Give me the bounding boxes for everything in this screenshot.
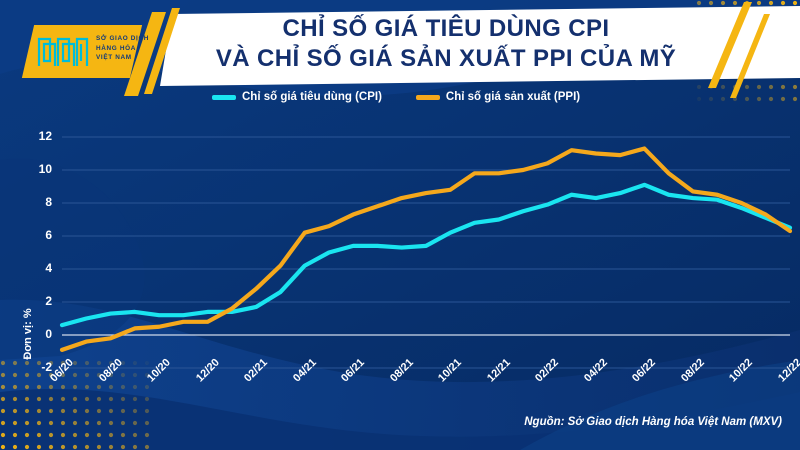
legend-swatch-ppi [415, 94, 440, 100]
y-tick-label: 0 [45, 327, 52, 341]
y-tick-label: -2 [41, 360, 52, 374]
y-tick-label: 2 [45, 294, 52, 308]
yellow-slash-decor-left [124, 8, 180, 96]
title-line-1: CHỈ SỐ GIÁ TIÊU DÙNG CPI [282, 15, 610, 42]
page-title: CHỈ SỐ GIÁ TIÊU DÙNG CPI VÀ CHỈ SỐ GIÁ S… [186, 14, 706, 74]
logo-maze-icon [37, 37, 89, 66]
y-tick-label: 8 [45, 195, 52, 209]
y-tick-label: 4 [45, 261, 52, 275]
chart-plot-area: Đơn vị: % 12 10 8 6 4 2 0 -2 06/20 08/20 10/20 12/… [0, 118, 800, 388]
y-tick-label: 10 [38, 162, 52, 176]
logo: SỞ GIAO DỊCH HÀNG HÓA VIỆT NAM [21, 21, 168, 83]
y-tick-label: 12 [38, 129, 52, 143]
legend-swatch-cpi [212, 94, 236, 100]
logo-line-2: HÀNG HÓA [96, 44, 136, 52]
dot-pattern-bottom-left [0, 355, 150, 450]
logo-line-3: VIỆT NAM [96, 54, 132, 62]
legend-item-cpi: Chỉ số giá tiêu dùng (CPI) [212, 91, 382, 103]
title-line-2: VÀ CHỈ SỐ GIÁ SẢN XUẤT PPI CỦA MỸ [215, 45, 677, 72]
legend-item-ppi: Chỉ số giá sản xuất (PPI) [415, 91, 581, 103]
legend-label-cpi: Chỉ số giá tiêu dùng (CPI) [242, 91, 382, 103]
logo-line-1: SỞ GIAO DỊCH [96, 35, 150, 42]
chart-canvas [59, 136, 793, 369]
series-line-ppi [59, 146, 793, 352]
source-note: Nguồn: Sở Giao dịch Hàng hóa Việt Nam (M… [524, 416, 782, 428]
y-tick-label: 6 [45, 228, 52, 242]
legend-label-ppi: Chỉ số giá sản xuất (PPI) [445, 91, 581, 103]
logo-text: SỞ GIAO DỊCH HÀNG HÓA VIỆT NAM [96, 34, 149, 63]
yellow-slash-decor-right [708, 2, 770, 98]
header-white-band [160, 6, 800, 86]
series-line-cpi [59, 182, 793, 328]
chart-legend: Chỉ số giá tiêu dùng (CPI) Chỉ số giá sả… [212, 86, 632, 108]
